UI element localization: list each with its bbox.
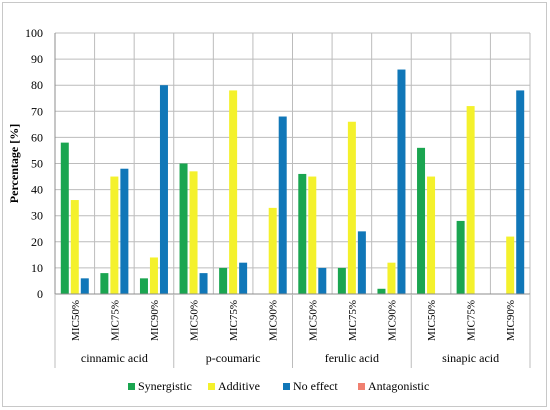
bar-additive: [189, 171, 198, 294]
chart-frame: [2, 2, 547, 407]
bar-no-effect: [80, 278, 89, 294]
x-group-label: p-coumaric: [206, 351, 261, 365]
legend-swatch: [358, 383, 365, 390]
y-tick-label: 30: [31, 209, 43, 223]
bar-additive: [506, 236, 515, 294]
y-tick-label: 90: [31, 52, 43, 66]
bar-no-effect: [239, 262, 248, 294]
legend-label: No effect: [293, 379, 338, 393]
y-tick-label: 40: [31, 183, 43, 197]
x-category-label: MIC90%: [505, 300, 517, 341]
bar-additive: [347, 121, 356, 295]
y-tick-label: 60: [31, 130, 43, 144]
x-category-label: MIC75%: [109, 300, 121, 341]
x-group-label: ferulic acid: [325, 351, 379, 365]
bar-additive: [387, 262, 396, 294]
bar-synergistic: [337, 267, 346, 294]
bar-no-effect: [199, 273, 208, 294]
y-tick-label: 20: [31, 235, 43, 249]
bar-no-effect: [397, 69, 406, 294]
x-category-label: MIC90%: [386, 300, 398, 341]
bar-synergistic: [456, 220, 465, 294]
y-tick-labels: 0 10 20 30 40 50 60 70 80 90 100: [25, 26, 43, 301]
x-group-labels: cinnamic acid p-coumaric ferulic acid sinap…: [54, 294, 531, 368]
x-category-labels: MIC50% MIC75% MIC90% MIC50% MIC75% MIC90% MIC5…: [70, 300, 517, 341]
y-tick-label: 10: [31, 261, 43, 275]
y-tick-label: 50: [31, 157, 43, 171]
legend-swatch: [128, 383, 135, 390]
bar-no-effect: [516, 90, 525, 294]
y-tick-label: 100: [25, 26, 43, 40]
bar-additive: [149, 257, 158, 294]
x-category-label: MIC50%: [70, 300, 82, 341]
legend-label: Additive: [218, 379, 260, 393]
legend-swatch: [283, 383, 290, 390]
x-group-label: sinapic acid: [442, 351, 499, 365]
bar-additive: [427, 176, 436, 294]
bar-synergistic: [417, 147, 426, 294]
x-category-label: MIC75%: [466, 300, 478, 341]
bar-synergistic: [219, 267, 228, 294]
x-category-label: MIC90%: [149, 300, 161, 341]
legend-label: Antagonistic: [368, 379, 429, 393]
bar-synergistic: [377, 288, 386, 294]
y-tick-label: 70: [31, 104, 43, 118]
bars: [60, 69, 525, 295]
x-category-label: MIC50%: [307, 300, 319, 341]
y-tick-label: 0: [37, 287, 43, 301]
legend: Synergistic Additive No effect Antagonistic: [128, 379, 429, 393]
x-category-label: MIC75%: [347, 300, 359, 341]
bar-additive: [466, 106, 475, 294]
x-category-label: MIC50%: [189, 300, 201, 341]
bar-additive: [229, 90, 238, 294]
bar-synergistic: [298, 173, 307, 294]
bar-no-effect: [318, 267, 327, 294]
bar-additive: [308, 176, 317, 294]
bar-no-effect: [278, 116, 287, 295]
bar-no-effect: [120, 168, 129, 294]
bar-no-effect: [159, 85, 168, 294]
bar-synergistic: [100, 273, 109, 294]
bar-synergistic: [139, 278, 148, 294]
bar-synergistic: [60, 142, 69, 294]
x-category-label: MIC50%: [426, 300, 438, 341]
legend-label: Synergistic: [138, 379, 192, 393]
legend-swatch: [208, 383, 215, 390]
x-category-label: MIC90%: [268, 300, 280, 341]
bar-no-effect: [357, 231, 366, 294]
x-group-label: cinnamic acid: [81, 351, 148, 365]
bar-additive: [110, 176, 119, 294]
y-axis-label: Percentage [%]: [7, 124, 21, 203]
y-tick-label: 80: [31, 78, 43, 92]
bar-additive: [70, 200, 79, 294]
bar-synergistic: [179, 163, 188, 294]
x-category-label: MIC75%: [228, 300, 240, 341]
bar-additive: [268, 207, 277, 294]
